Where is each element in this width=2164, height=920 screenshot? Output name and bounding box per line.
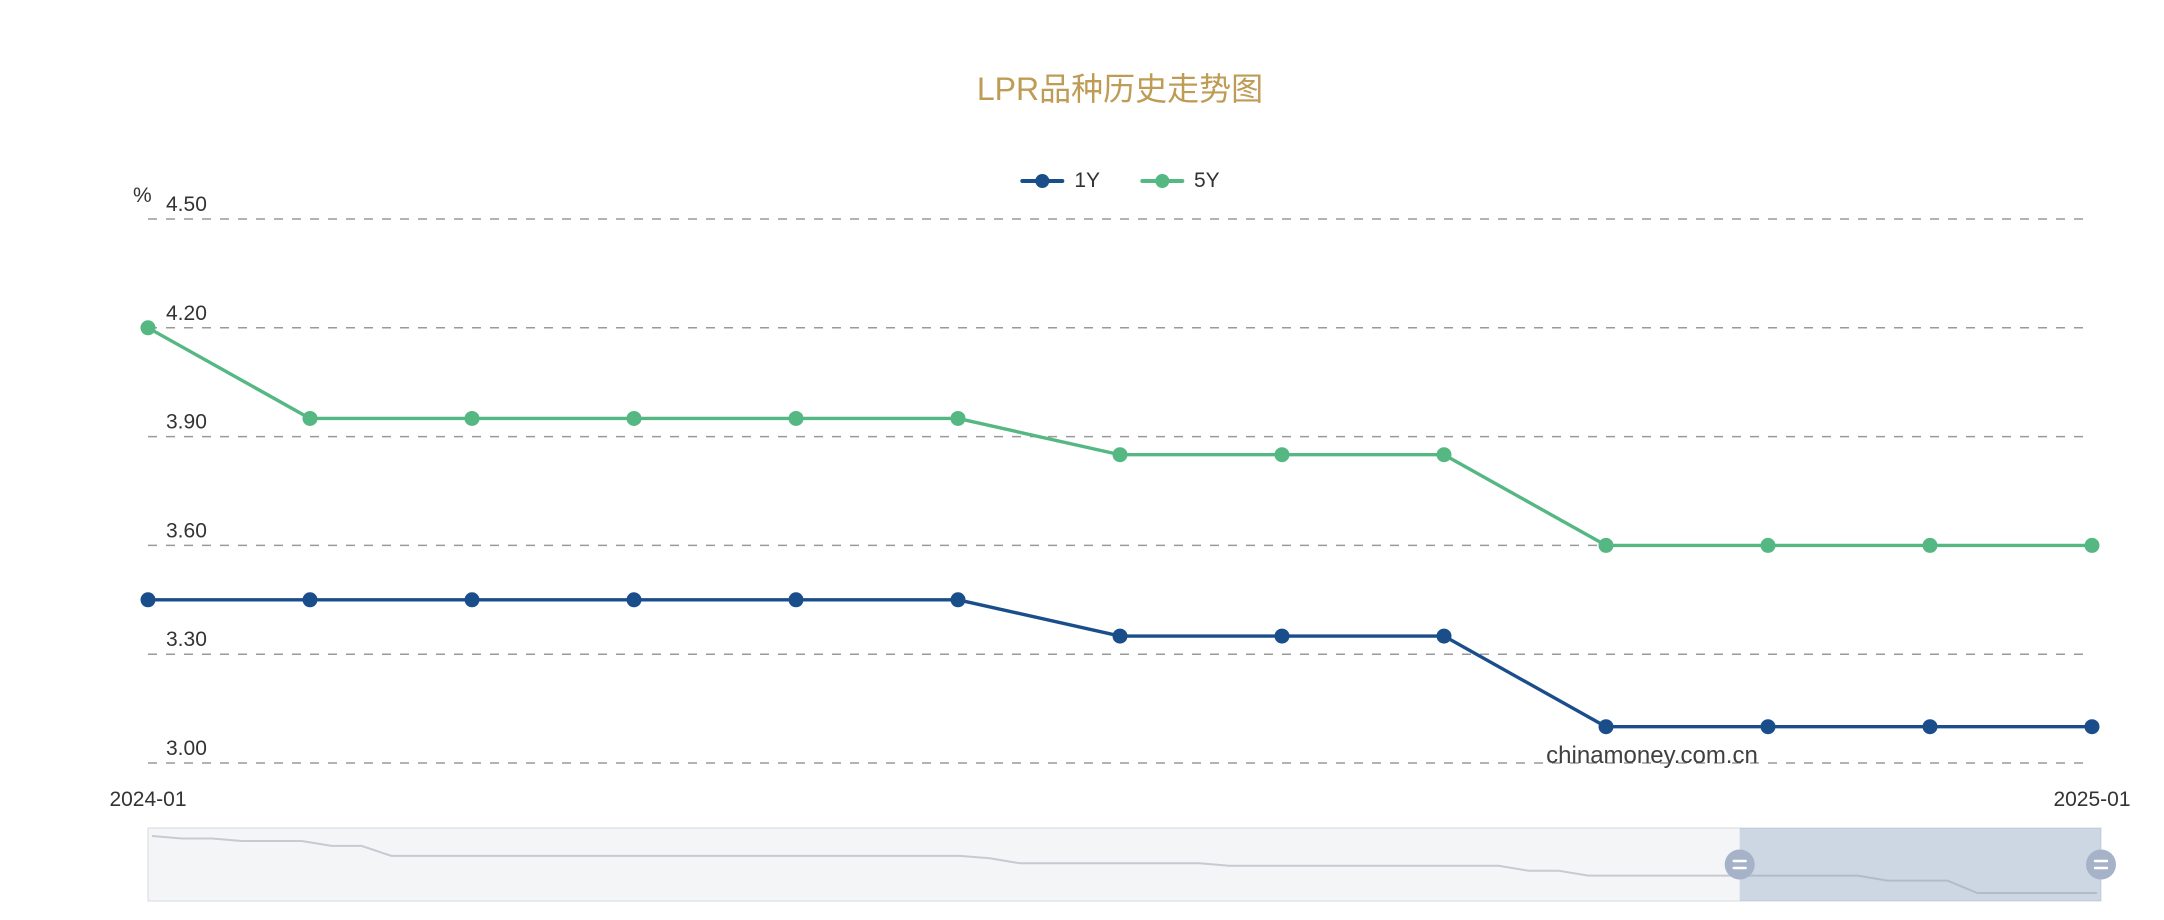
grid: 4.50 4.20 3.90 3.60 3.30 3.00% <box>133 184 2092 764</box>
y-tick-label: 4.20 <box>166 302 207 325</box>
datazoom-handle-right[interactable] <box>2086 849 2116 880</box>
legend-label-5y: 5Y <box>1194 169 1220 192</box>
data-point-1y[interactable] <box>1112 628 1128 644</box>
legend-label-1y: 1Y <box>1074 169 1100 192</box>
data-point-5y[interactable] <box>1598 537 1614 553</box>
datazoom-slider[interactable] <box>147 827 2116 902</box>
series-line-1y <box>146 598 2094 729</box>
legend-item-5y[interactable]: 5Y <box>1140 169 1220 193</box>
x-axis: 2024-01 2025-01 <box>109 788 2130 811</box>
datazoom-window[interactable] <box>1739 828 2101 901</box>
series-1y[interactable] <box>140 592 2100 735</box>
data-point-1y[interactable] <box>626 592 642 608</box>
x-axis-label-start: 2024-01 <box>109 788 186 811</box>
data-point-1y[interactable] <box>788 592 804 608</box>
data-point-5y[interactable] <box>1922 537 1938 553</box>
data-point-5y[interactable] <box>2084 537 2100 553</box>
legend-marker-dot <box>1035 174 1050 188</box>
data-point-1y[interactable] <box>950 592 966 608</box>
datazoom-handle-left[interactable] <box>1724 849 1755 880</box>
data-point-5y[interactable] <box>464 410 480 426</box>
data-point-5y[interactable] <box>1436 447 1452 463</box>
data-point-1y[interactable] <box>1274 628 1290 644</box>
data-point-1y[interactable] <box>1760 719 1776 735</box>
data-point-5y[interactable] <box>950 410 966 426</box>
y-tick-label: 3.60 <box>166 519 207 542</box>
data-point-5y[interactable] <box>302 410 318 426</box>
data-point-5y[interactable] <box>1760 537 1776 553</box>
y-tick-label: 3.30 <box>166 628 207 651</box>
data-point-5y[interactable] <box>140 320 156 336</box>
datazoom-shadow <box>151 835 2097 894</box>
data-point-1y[interactable] <box>464 592 480 608</box>
y-axis-unit: % <box>133 184 152 207</box>
y-tick-label: 3.00 <box>166 737 207 760</box>
legend-marker-dot <box>1155 174 1169 188</box>
chart-title: LPR品种历史走势图 <box>976 71 1264 107</box>
data-point-5y[interactable] <box>1112 447 1128 463</box>
x-axis-label-end: 2025-01 <box>2053 788 2130 811</box>
watermark: chinamoney.com.cn <box>1546 742 1758 769</box>
data-point-1y[interactable] <box>1598 719 1614 735</box>
chart-legend: 1Y 5Y <box>1020 169 1220 193</box>
data-point-1y[interactable] <box>302 592 318 608</box>
legend-line-dot-icon <box>1020 173 1065 189</box>
drag-handle-icon[interactable] <box>2086 849 2116 880</box>
data-point-1y[interactable] <box>1436 628 1452 644</box>
data-point-5y[interactable] <box>626 410 642 426</box>
legend-line-dot-icon <box>1140 173 1184 189</box>
y-tick-label: 4.50 <box>166 193 207 216</box>
series-5y[interactable] <box>140 320 2100 553</box>
data-point-5y[interactable] <box>1274 447 1290 463</box>
legend-item-1y[interactable]: 1Y <box>1020 169 1100 193</box>
data-point-1y[interactable] <box>1922 719 1938 735</box>
data-point-1y[interactable] <box>2084 719 2100 735</box>
data-point-5y[interactable] <box>788 410 804 426</box>
data-point-1y[interactable] <box>140 592 156 608</box>
datazoom-track[interactable] <box>147 827 2102 902</box>
drag-handle-icon[interactable] <box>1724 849 1755 880</box>
y-tick-label: 3.90 <box>166 411 207 434</box>
